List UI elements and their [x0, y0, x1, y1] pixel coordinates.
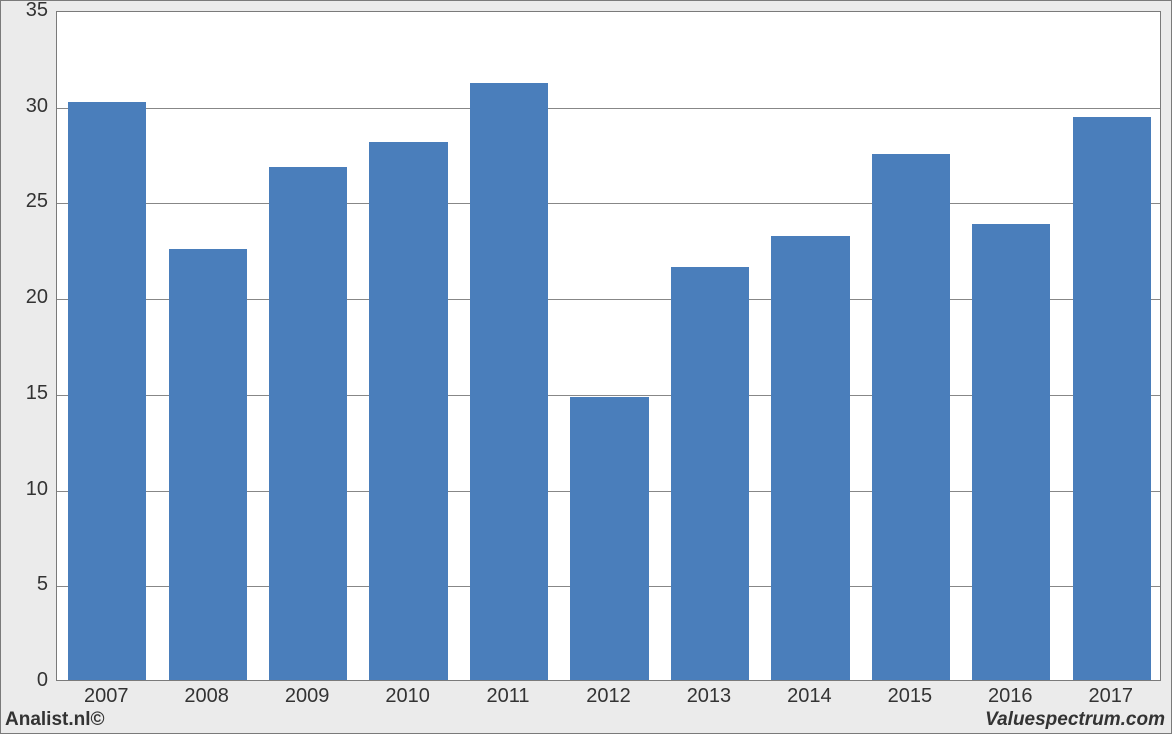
- x-tick-label: 2013: [659, 685, 759, 708]
- bar: [872, 154, 950, 680]
- x-tick-label: 2008: [156, 685, 256, 708]
- x-tick-label: 2017: [1061, 685, 1161, 708]
- y-tick-label: 0: [1, 669, 48, 692]
- bar: [570, 397, 648, 680]
- y-tick-label: 15: [1, 382, 48, 405]
- bar: [1073, 117, 1151, 680]
- footer-left-credit: Analist.nl©: [5, 709, 105, 731]
- x-tick-label: 2007: [56, 685, 156, 708]
- bar: [369, 142, 447, 680]
- bar: [68, 102, 146, 680]
- bar: [269, 167, 347, 680]
- x-tick-label: 2012: [558, 685, 658, 708]
- y-tick-label: 35: [1, 0, 48, 22]
- x-tick-label: 2016: [960, 685, 1060, 708]
- y-tick-label: 10: [1, 478, 48, 501]
- footer-right-credit: Valuespectrum.com: [985, 709, 1165, 731]
- x-tick-label: 2010: [357, 685, 457, 708]
- x-tick-label: 2009: [257, 685, 357, 708]
- plot-area: [56, 11, 1161, 681]
- x-tick-label: 2011: [458, 685, 558, 708]
- y-tick-label: 20: [1, 286, 48, 309]
- y-tick-label: 5: [1, 573, 48, 596]
- chart-container: 05101520253035 2007200820092010201120122…: [0, 0, 1172, 734]
- x-tick-label: 2015: [860, 685, 960, 708]
- y-tick-label: 25: [1, 190, 48, 213]
- bar: [470, 83, 548, 680]
- x-tick-label: 2014: [759, 685, 859, 708]
- gridline: [57, 203, 1160, 204]
- bar: [169, 249, 247, 680]
- bar: [771, 236, 849, 680]
- gridline: [57, 108, 1160, 109]
- bar: [671, 267, 749, 680]
- bar: [972, 224, 1050, 680]
- y-tick-label: 30: [1, 95, 48, 118]
